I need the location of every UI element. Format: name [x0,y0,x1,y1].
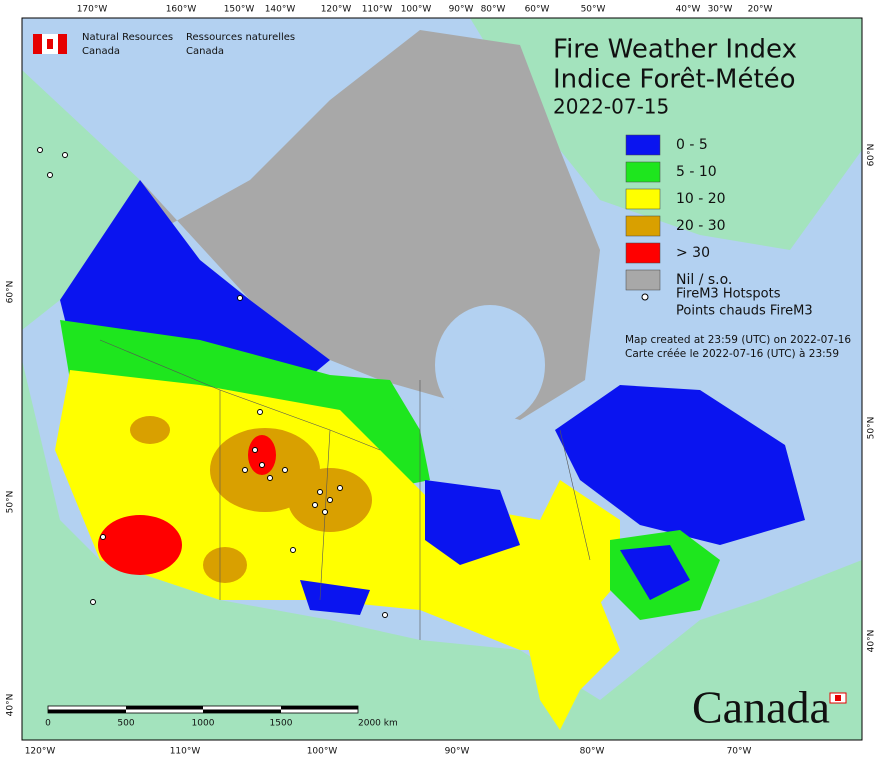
legend-label: 20 - 30 [676,218,726,234]
lat-label: 50°N [867,417,877,440]
wordmark: Canada [692,682,830,733]
lon-label: 30°W [708,5,733,15]
hudson-bay [435,305,545,425]
lat-label: 40°N [6,694,16,717]
legend-swatch [625,134,661,156]
scale-label: 1000 [192,719,215,729]
flag-leaf [47,39,53,49]
flag-band [33,34,42,54]
flag-band [58,34,67,54]
lon-label: 110°W [362,5,393,15]
lon-label: 170°W [77,5,108,15]
wordmark-leaf [835,695,841,701]
legend-label: 0 - 5 [676,137,708,153]
fwi-low-patch [300,580,370,615]
scale-labels: 0 500 1000 1500 2000 km [45,719,398,729]
lon-label: 110°W [170,747,201,757]
graticule-labels: 170°W 160°W 150°W 140°W 120°W 110°W 100°W 90°W 8… [6,5,877,757]
fwi-extreme-bc [98,515,182,575]
dept-en: Natural Resources [82,32,173,43]
scale-label: 0 [45,719,51,729]
legend: 0 - 5 5 - 10 10 - 20 20 - 30 > 30 Nil / s.o. [625,134,732,291]
lon-label: 20°W [748,5,773,15]
fwi-very-high-ab [203,547,247,583]
lon-label: 100°W [401,5,432,15]
legend-label: Nil / s.o. [676,272,732,288]
lon-label: 40°W [676,5,701,15]
dept-fr: Ressources naturelles [186,32,295,43]
fwi-very-high-bc [130,416,170,444]
usa-land [22,360,862,740]
lon-label: 120°W [25,747,56,757]
lon-label: 80°W [580,747,605,757]
fwi-high-south [520,600,620,730]
dept-en: Canada [82,46,120,57]
fwi-low-maritimes [620,545,690,600]
lat-label: 60°N [6,281,16,304]
legend-label: > 30 [676,245,710,261]
map-area [21,17,863,741]
lon-label: 80°W [481,5,506,15]
lon-label: 120°W [321,5,352,15]
lat-label: 60°N [867,144,877,167]
dept-fr: Canada [186,46,224,57]
legend-label: 5 - 10 [676,164,717,180]
legend-swatch [625,161,661,183]
lon-label: 100°W [307,747,338,757]
lon-label: 50°W [581,5,606,15]
lon-label: 70°W [727,747,752,757]
scale-label: 500 [117,719,134,729]
scale-bar [47,705,359,714]
fwi-low-ontario [425,480,520,565]
greenland-land [470,18,862,250]
hotspot-label: FireM3 Hotspots [676,287,781,302]
lon-label: 90°W [445,747,470,757]
lon-label: 140°W [265,5,296,15]
legend-label: 10 - 20 [676,191,726,207]
map-date: 2022-07-15 [553,95,669,119]
scale-label: 1500 [270,719,293,729]
scale-label: 2000 km [358,719,398,729]
legend-swatch [625,188,661,210]
title-en: Fire Weather Index [553,35,797,65]
hotspots [37,147,388,618]
lon-label: 160°W [166,5,197,15]
lat-label: 40°N [867,630,877,653]
note: Map created at 23:59 (UTC) on 2022-07-16 [625,334,851,346]
legend-swatch [625,269,661,291]
legend-swatch [625,242,661,264]
hotspot-symbol [641,293,649,301]
lon-label: 60°W [525,5,550,15]
hotspot-label: Points chauds FireM3 [676,304,813,319]
lon-label: 150°W [224,5,255,15]
map-frame [21,17,863,741]
lon-label: 90°W [449,5,474,15]
fwi-extreme-sask [248,435,276,475]
alaska-land [22,70,140,330]
fwi-low-quebec [555,385,805,545]
nrcan-signature: Natural Resources Canada Ressources natu… [33,32,295,57]
lat-label: 50°N [6,491,16,514]
legend-swatch [625,215,661,237]
title-fr: Indice Forêt-Météo [553,65,796,95]
note: Carte créée le 2022-07-16 (UTC) à 23:59 [625,348,839,360]
